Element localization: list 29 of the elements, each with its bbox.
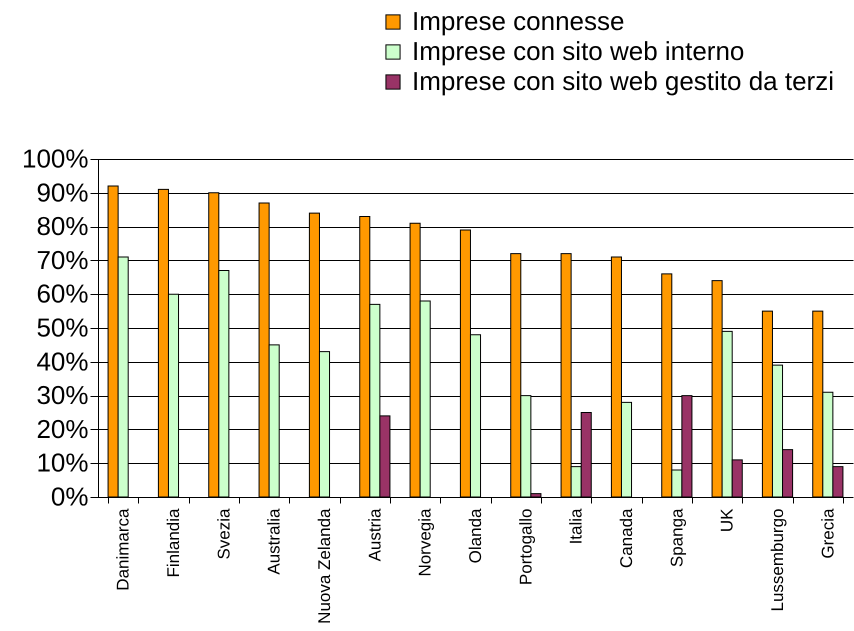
y-tick-label: 10% xyxy=(36,448,88,478)
x-tick-label: Danimarca xyxy=(114,508,133,591)
x-tick-label: Svezia xyxy=(214,508,234,560)
y-tick-label: 20% xyxy=(36,414,88,444)
y-tick-label: 40% xyxy=(36,346,88,376)
y-tick-label: 90% xyxy=(36,177,88,208)
x-tick-label: Canada xyxy=(617,508,636,568)
x-tick-label: Nuova Zelanda xyxy=(315,508,334,624)
legend-label: Imprese connesse xyxy=(412,6,624,36)
legend-label: Imprese con sito web interno xyxy=(412,36,744,66)
x-tick-label: Norvegia xyxy=(416,508,435,577)
y-tick-label: 50% xyxy=(36,312,88,342)
x-tick-label: Grecia xyxy=(818,508,838,559)
x-tick-label: Spanga xyxy=(667,508,686,568)
x-tick-label: Australia xyxy=(264,508,284,575)
x-tick-label: Austria xyxy=(365,508,384,562)
y-tick-label: 30% xyxy=(36,380,88,410)
x-tick-label: UK xyxy=(718,508,737,532)
y-tick-label: 100% xyxy=(22,144,88,174)
y-tick-label: 70% xyxy=(36,244,88,275)
y-tick-label: 60% xyxy=(36,278,88,309)
x-tick-label: Finlandia xyxy=(164,508,183,578)
x-tick-label: Lussemburgo xyxy=(768,508,787,612)
y-tick-label: 80% xyxy=(36,211,88,242)
x-tick-label: Portogallo xyxy=(516,508,536,586)
legend-label: Imprese con sito web gestito da terzi xyxy=(412,66,834,96)
x-tick-label: Olanda xyxy=(466,508,485,564)
x-tick-label: Italia xyxy=(566,508,586,544)
y-tick-label: 0% xyxy=(50,482,88,512)
